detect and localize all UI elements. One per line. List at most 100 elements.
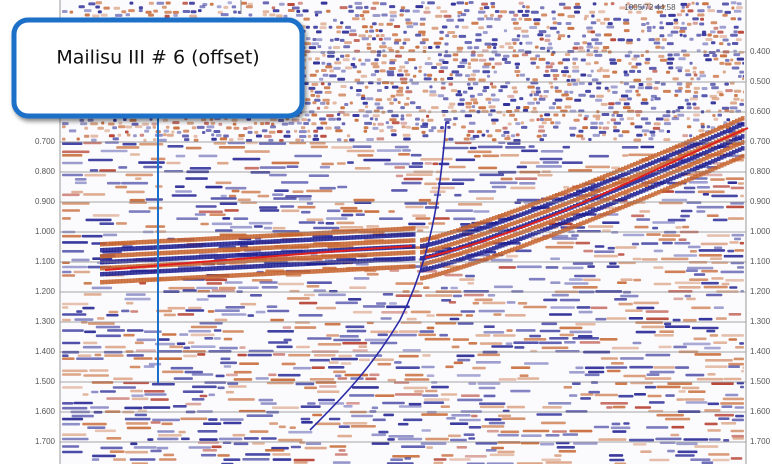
reflector bbox=[582, 195, 586, 200]
reflector bbox=[394, 257, 398, 262]
wavelet bbox=[683, 319, 697, 322]
wavelet bbox=[419, 66, 422, 69]
wavelet bbox=[560, 334, 575, 337]
wavelet bbox=[527, 102, 535, 105]
reflector bbox=[247, 265, 251, 270]
wavelet bbox=[395, 55, 402, 58]
wavelet bbox=[62, 433, 86, 436]
wavelet bbox=[462, 59, 468, 62]
reflector bbox=[648, 180, 652, 185]
wavelet bbox=[453, 295, 462, 298]
wavelet bbox=[387, 110, 393, 113]
wavelet bbox=[399, 14, 403, 17]
wavelet bbox=[307, 281, 332, 284]
wavelet bbox=[684, 187, 696, 190]
wavelet bbox=[339, 449, 346, 452]
wavelet bbox=[260, 209, 280, 212]
wavelet bbox=[623, 422, 629, 425]
reflector bbox=[244, 273, 248, 278]
wavelet bbox=[707, 234, 730, 237]
reflector bbox=[412, 238, 416, 243]
wavelet bbox=[491, 94, 496, 97]
wavelet bbox=[539, 342, 562, 345]
wavelet bbox=[240, 303, 256, 306]
reflector bbox=[471, 223, 475, 228]
wavelet bbox=[277, 130, 283, 133]
wavelet bbox=[307, 402, 316, 405]
reflector bbox=[388, 251, 392, 256]
wavelet bbox=[498, 15, 503, 18]
wavelet bbox=[296, 10, 300, 13]
wavelet bbox=[423, 286, 429, 289]
reflector bbox=[633, 186, 637, 191]
reflector bbox=[241, 273, 245, 278]
reflector bbox=[693, 161, 697, 166]
wavelet bbox=[320, 26, 327, 29]
wavelet bbox=[215, 229, 233, 232]
reflector bbox=[148, 258, 152, 263]
wavelet bbox=[432, 27, 439, 30]
wavelet bbox=[387, 438, 395, 441]
wavelet bbox=[578, 114, 582, 117]
reflector bbox=[588, 210, 592, 215]
wavelet bbox=[447, 126, 450, 129]
wavelet bbox=[299, 198, 312, 201]
reflector bbox=[214, 236, 218, 241]
wavelet bbox=[529, 26, 537, 29]
wavelet bbox=[470, 147, 477, 150]
wavelet bbox=[550, 258, 560, 261]
reflector bbox=[178, 268, 182, 273]
wavelet bbox=[667, 42, 674, 45]
wavelet bbox=[733, 437, 745, 440]
reflector bbox=[112, 253, 116, 258]
wavelet bbox=[719, 35, 727, 38]
wavelet bbox=[552, 237, 578, 240]
reflector bbox=[271, 257, 275, 262]
wavelet bbox=[429, 129, 434, 132]
reflector bbox=[462, 256, 466, 261]
reflector bbox=[651, 155, 655, 160]
reflector bbox=[441, 257, 445, 262]
wavelet bbox=[613, 137, 617, 140]
wavelet bbox=[722, 14, 727, 17]
reflector bbox=[591, 179, 595, 184]
wavelet bbox=[409, 79, 413, 82]
reflector bbox=[409, 256, 413, 261]
wavelet bbox=[458, 19, 465, 22]
wavelet bbox=[607, 370, 621, 373]
wavelet bbox=[713, 341, 727, 344]
wavelet bbox=[377, 106, 384, 109]
reflector bbox=[373, 252, 377, 257]
wavelet bbox=[694, 273, 705, 276]
wavelet bbox=[675, 66, 682, 69]
wavelet bbox=[278, 374, 301, 377]
wavelet bbox=[470, 137, 476, 140]
wavelet bbox=[372, 127, 378, 130]
wavelet bbox=[663, 114, 671, 117]
wavelet bbox=[328, 83, 331, 86]
reflector bbox=[597, 207, 601, 212]
reflector bbox=[567, 212, 571, 217]
right-time-label: 0.400 bbox=[750, 47, 771, 56]
reflector bbox=[711, 159, 715, 164]
reflector bbox=[492, 222, 496, 227]
reflector bbox=[711, 153, 715, 158]
wavelet bbox=[335, 129, 342, 132]
wavelet bbox=[588, 371, 604, 374]
wavelet bbox=[632, 243, 639, 246]
wavelet bbox=[565, 106, 572, 109]
reflector bbox=[103, 248, 107, 253]
wavelet bbox=[456, 93, 463, 96]
wavelet bbox=[654, 250, 663, 253]
wavelet bbox=[506, 329, 512, 332]
wavelet bbox=[97, 317, 104, 320]
reflector bbox=[283, 271, 287, 276]
wavelet bbox=[687, 117, 690, 120]
wavelet bbox=[689, 181, 708, 184]
wavelet bbox=[728, 365, 740, 368]
reflector bbox=[423, 237, 427, 242]
reflector bbox=[361, 241, 365, 246]
reflector bbox=[409, 232, 413, 237]
wavelet bbox=[491, 345, 513, 348]
wavelet bbox=[711, 101, 716, 104]
